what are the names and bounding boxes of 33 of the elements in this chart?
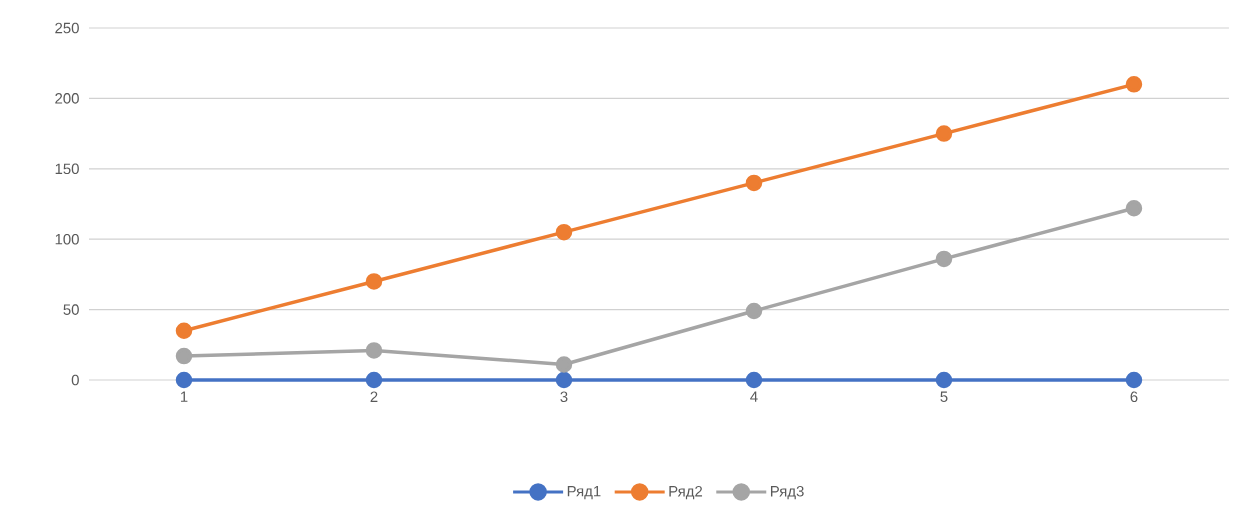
- legend-label: Ряд3: [770, 485, 804, 500]
- point: [555, 356, 573, 373]
- point: [935, 371, 953, 389]
- point: [365, 273, 383, 290]
- y-tick-label: 150: [55, 163, 79, 175]
- x-tick-label: 6: [1130, 391, 1138, 403]
- point: [555, 223, 573, 241]
- legend-label: Ряд1: [567, 486, 601, 500]
- point: [745, 302, 763, 320]
- y-tick-label: 250: [55, 22, 79, 34]
- x-tick-label: 4: [750, 391, 758, 402]
- y-tick-label: 200: [55, 93, 79, 104]
- point: [365, 371, 383, 389]
- x-tick-label: 3: [560, 391, 568, 403]
- point: [175, 347, 193, 365]
- y-tick-label: 100: [55, 233, 79, 245]
- legend-label: Ряд2: [669, 485, 703, 500]
- x-tick-label: 1: [180, 391, 188, 402]
- point: [1125, 371, 1143, 389]
- point: [175, 322, 193, 339]
- x-tick-label: 2: [370, 391, 378, 402]
- point: [745, 371, 763, 389]
- point: [1125, 199, 1143, 217]
- point: [935, 250, 953, 268]
- point: [1125, 76, 1143, 93]
- point: [365, 342, 383, 359]
- point: [745, 174, 763, 192]
- y-tick-label: 0: [71, 374, 79, 386]
- x-tick-label: 5: [940, 391, 948, 402]
- point: [555, 371, 573, 389]
- point: [175, 371, 193, 389]
- y-tick-label: 50: [63, 304, 79, 315]
- point: [935, 125, 953, 142]
